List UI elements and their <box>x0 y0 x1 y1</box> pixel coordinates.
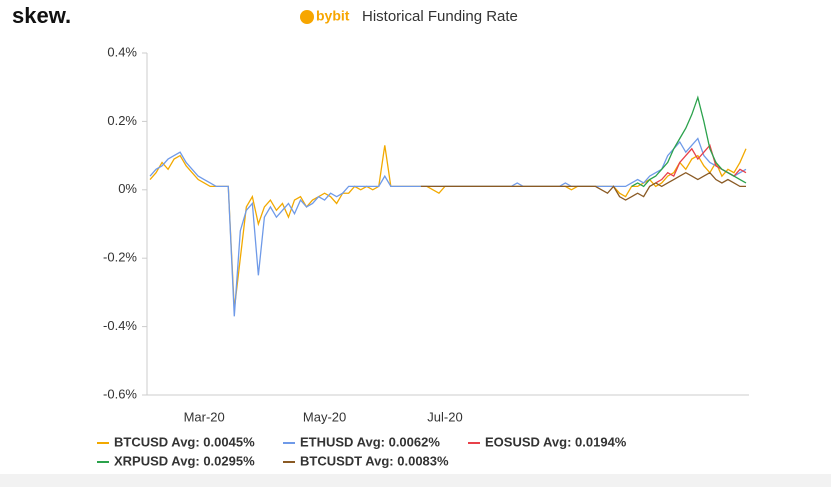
y-tick-label: -0.4% <box>103 318 137 333</box>
y-tick-label: 0% <box>118 181 137 196</box>
y-tick-label: -0.6% <box>103 386 137 401</box>
legend-label: XRPUSD Avg: 0.0295% <box>114 453 255 468</box>
footer-strip <box>0 474 831 487</box>
series-line <box>631 95 747 188</box>
y-tick-label: 0.4% <box>107 44 137 59</box>
logo: bybit <box>316 8 350 24</box>
x-tick-label: May-20 <box>303 409 346 424</box>
legend-label: BTCUSDT Avg: 0.0083% <box>300 453 449 468</box>
y-tick-label: -0.2% <box>103 250 137 265</box>
series-line <box>149 145 747 310</box>
legend-label: EOSUSD Avg: 0.0194% <box>485 434 627 449</box>
legend-label: ETHUSD Avg: 0.0062% <box>300 434 440 449</box>
legend-label: BTCUSD Avg: 0.0045% <box>114 434 255 449</box>
series-line <box>149 137 747 317</box>
y-tick-label: 0.2% <box>107 113 137 128</box>
x-tick-label: Mar-20 <box>184 409 225 424</box>
x-tick-label: Jul-20 <box>427 409 462 424</box>
brand: skew. <box>12 3 71 28</box>
series-line <box>420 171 746 201</box>
chart-title: Historical Funding Rate <box>362 8 518 25</box>
logo-icon <box>300 10 314 24</box>
